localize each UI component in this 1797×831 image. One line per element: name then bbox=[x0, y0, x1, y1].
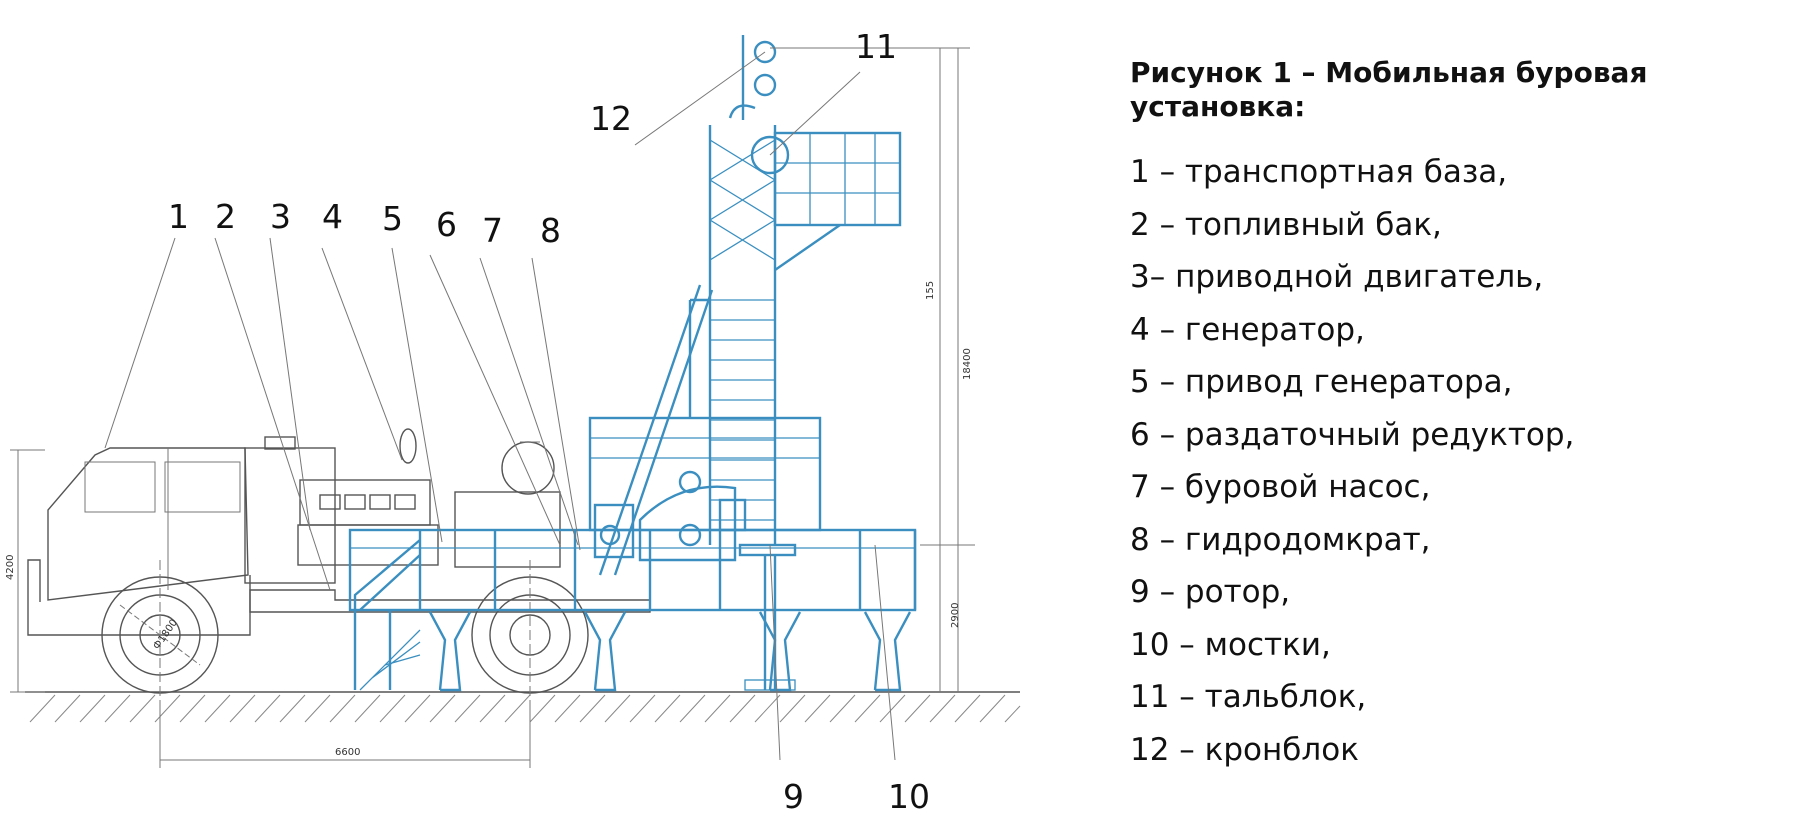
dim-platform-height: 2900 bbox=[950, 603, 961, 628]
callout-11: 11 bbox=[855, 27, 897, 66]
legend-item: 1 – транспортная база, bbox=[1130, 154, 1508, 190]
dimension-lines bbox=[10, 47, 975, 768]
dim-total-height: 18400 bbox=[962, 348, 973, 380]
legend-item: 4 – генератор, bbox=[1130, 311, 1365, 348]
legend-item: 8 – гидродомкрат, bbox=[1130, 521, 1431, 558]
legend-item: 6 – раздаточный редуктор, bbox=[1130, 416, 1575, 453]
legend-list: 1 – транспортная база, 2 – топливный бак… bbox=[1130, 146, 1750, 776]
drilling-rig-diagram: 18400 155 4200 2900 6600 Ф1800 1 2 3 4 5… bbox=[5, 27, 1021, 816]
truck bbox=[27, 428, 651, 700]
legend-item: 10 – мостки, bbox=[1130, 626, 1331, 663]
legend-item: 9 – ротор, bbox=[1130, 574, 1291, 610]
legend-item: 3– приводной двигатель, bbox=[1130, 259, 1544, 295]
callout-2: 2 bbox=[215, 197, 236, 236]
dim-mast-section: 155 bbox=[925, 281, 936, 300]
callout-8: 8 bbox=[540, 211, 561, 250]
legend-item: 5 – привод генератора, bbox=[1130, 364, 1513, 400]
callout-5: 5 bbox=[382, 199, 403, 238]
legend-item: 12 – кронблок bbox=[1130, 731, 1359, 768]
callout-4: 4 bbox=[322, 197, 343, 236]
leader-lines bbox=[104, 47, 905, 761]
rig-equipment bbox=[348, 35, 917, 692]
callout-3: 3 bbox=[270, 197, 291, 236]
callout-1: 1 bbox=[168, 197, 189, 236]
legend-item: 11 – тальблок, bbox=[1130, 679, 1367, 715]
legend-item: 7 – буровой насос, bbox=[1130, 469, 1431, 505]
dim-cab-height: 4200 bbox=[5, 555, 16, 580]
ground bbox=[25, 691, 1021, 723]
callout-10: 10 bbox=[888, 777, 930, 816]
callout-9: 9 bbox=[783, 777, 804, 816]
callout-7: 7 bbox=[482, 211, 503, 250]
figure-caption: Рисунок 1 – Мобильная буровая установка:… bbox=[1130, 56, 1750, 776]
callout-12: 12 bbox=[590, 99, 632, 138]
figure-title: Рисунок 1 – Мобильная буровая установка: bbox=[1130, 56, 1648, 123]
callout-6: 6 bbox=[436, 205, 457, 244]
legend-item: 2 – топливный бак, bbox=[1130, 206, 1442, 243]
dim-wheelbase: 6600 bbox=[335, 747, 360, 758]
